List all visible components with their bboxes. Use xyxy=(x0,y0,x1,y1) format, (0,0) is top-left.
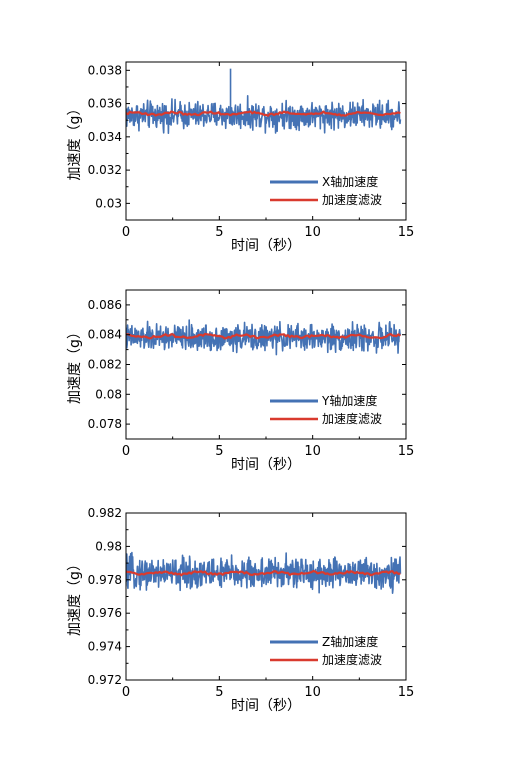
y-tick-label: 0.08 xyxy=(95,387,122,401)
series-line-2 xyxy=(126,569,401,577)
y-axis-label: 加速度（g） xyxy=(67,557,83,636)
legend-label-1: Y轴加速度 xyxy=(321,393,377,408)
y-axis-label: 加速度（g） xyxy=(67,102,83,181)
legend-label-1: X轴加速度 xyxy=(322,174,378,189)
y-tick-label: 0.086 xyxy=(88,298,122,312)
x-axis-label: 时间（秒） xyxy=(231,698,301,714)
x-tick-label: 10 xyxy=(304,444,321,459)
x-tick-label: 0 xyxy=(122,444,130,459)
y-tick-label: 0.032 xyxy=(88,163,122,177)
y-tick-label: 0.084 xyxy=(88,328,122,342)
x-tick-label: 15 xyxy=(398,444,415,459)
y-tick-label: 0.972 xyxy=(88,673,122,687)
legend-label-1: Z轴加速度 xyxy=(322,634,378,649)
legend-label-2: 加速度滤波 xyxy=(322,411,382,426)
y-tick-label: 0.03 xyxy=(95,196,122,210)
x-tick-label: 5 xyxy=(215,685,223,700)
series-line-2 xyxy=(126,110,401,117)
y-tick-label: 0.034 xyxy=(88,130,122,144)
y-tick-label: 0.974 xyxy=(88,640,122,654)
x-tick-label: 5 xyxy=(215,444,223,459)
chart-panel-2: 0.078 0.08 0.082 0.084 0.086 0 5 10 15 时间（秒） 加速度（g… xyxy=(67,289,415,473)
x-tick-label: 15 xyxy=(398,685,415,700)
y-tick-label: 0.078 xyxy=(88,417,122,431)
legend-label-2: 加速度滤波 xyxy=(322,192,382,207)
x-tick-label: 15 xyxy=(398,225,415,240)
x-tick-label: 10 xyxy=(304,225,321,240)
x-axis-label: 时间（秒） xyxy=(231,457,301,473)
x-tick-label: 0 xyxy=(122,685,130,700)
y-tick-label: 0.978 xyxy=(88,573,122,587)
y-tick-label: 0.036 xyxy=(88,97,122,111)
legend-label-2: 加速度滤波 xyxy=(322,652,382,667)
x-axis-label: 时间（秒） xyxy=(231,238,301,254)
x-tick-label: 5 xyxy=(215,225,223,240)
chart-panel-1: 0.03 0.032 0.034 0.036 0.038 0 5 10 15 时间（秒） 加速度（g… xyxy=(67,61,415,254)
x-tick-label: 10 xyxy=(304,685,321,700)
series-line-2 xyxy=(126,332,402,340)
chart-panel-3: 0.972 0.974 0.976 0.978 0.98 0.982 0 5 10 15 时间（秒）… xyxy=(67,506,414,714)
y-tick-label: 0.982 xyxy=(88,506,122,520)
y-tick-label: 0.038 xyxy=(88,63,122,77)
y-tick-label: 0.98 xyxy=(95,539,122,553)
y-tick-label: 0.976 xyxy=(88,606,122,620)
x-tick-label: 0 xyxy=(122,225,130,240)
series-line-1 xyxy=(126,319,402,356)
y-axis-label: 加速度（g） xyxy=(67,325,83,404)
y-tick-label: 0.082 xyxy=(88,358,122,372)
